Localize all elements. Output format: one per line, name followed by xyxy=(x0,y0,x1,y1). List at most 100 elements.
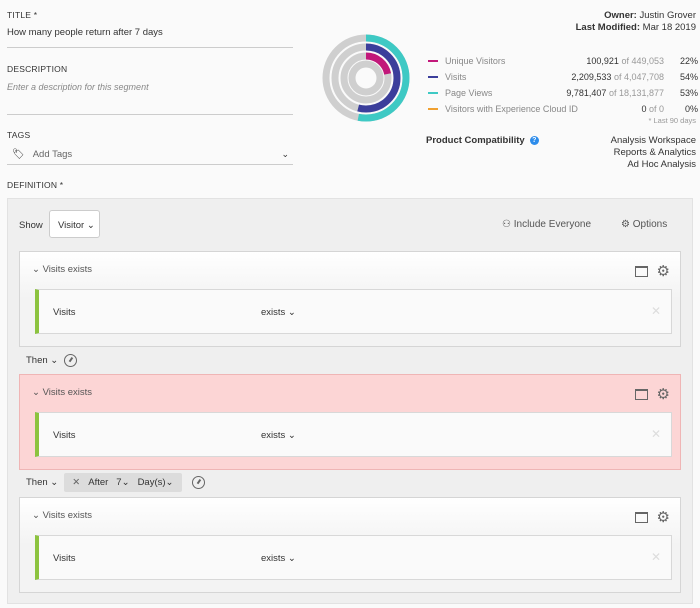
then-label: Then xyxy=(26,355,48,366)
then-label: Then xyxy=(26,477,48,488)
metric-pct: 0% xyxy=(684,104,698,114)
metric-value: 9,781,407 xyxy=(566,88,607,98)
container-icon[interactable] xyxy=(634,388,648,400)
description-label: DESCRIPTION xyxy=(7,64,68,74)
clock-icon[interactable] xyxy=(191,476,205,489)
include-everyone-button[interactable]: ⚇ Include Everyone xyxy=(502,219,591,230)
close-icon[interactable]: ✕ xyxy=(72,477,81,488)
ring-unique-visitors xyxy=(340,52,392,104)
rule-row[interactable]: Visits exists ⌄ ✕ xyxy=(35,535,672,580)
tag-icon: 🏷 xyxy=(12,149,25,160)
metric-value: 2,209,533 xyxy=(571,72,612,82)
remove-icon[interactable]: ✕ xyxy=(650,550,661,564)
remove-icon[interactable]: ✕ xyxy=(650,304,661,318)
description-placeholder: Enter a description for this segment xyxy=(7,82,149,92)
definition-panel: Show Visitor ⌄ ⚇ Include Everyone ⚙ Opti… xyxy=(7,198,693,604)
after-unit: Day(s) xyxy=(137,477,166,488)
container-toggle[interactable]: ⌄ Visits exists xyxy=(32,264,92,275)
metric-name: Unique Visitors xyxy=(445,56,506,66)
operator-value: exists xyxy=(261,430,286,441)
segment-container: ⌄ Visits exists ⚙ Visits exists ⌄ ✕ xyxy=(19,374,681,470)
then-row-1: Then ⌄ xyxy=(26,354,78,367)
container-toggle[interactable]: ⌄ Visits exists xyxy=(32,510,92,521)
container-icon[interactable] xyxy=(634,511,648,523)
compat-list: Analysis Workspace Reports & Analytics A… xyxy=(611,135,696,171)
remove-icon[interactable]: ✕ xyxy=(650,427,661,441)
metric-row: Visits 2,209,533 of 4,047,708 54% xyxy=(428,69,698,85)
metric-pct: 54% xyxy=(679,72,698,82)
chevron-down-icon: ⌄ xyxy=(32,387,40,398)
segment-container: ⌄ Visits exists ⚙ Visits exists ⌄ ✕ xyxy=(19,251,681,347)
container-toggle[interactable]: ⌄ Visits exists xyxy=(32,387,92,398)
show-label: Show xyxy=(19,220,43,231)
metric-name: Visits xyxy=(445,72,467,82)
chevron-down-icon: ⌄ xyxy=(32,510,40,521)
ring-visits xyxy=(331,43,401,113)
ring-page-views xyxy=(322,34,410,122)
after-unit-dropdown[interactable]: Day(s)⌄ xyxy=(137,477,174,488)
include-everyone-label: Include Everyone xyxy=(513,219,592,230)
legend-swatch xyxy=(428,60,438,62)
summary-donut xyxy=(322,34,410,122)
after-value: 7 xyxy=(116,477,122,488)
chevron-down-icon: ⌄ xyxy=(32,264,40,275)
metric-total: of 4,047,708 xyxy=(613,72,664,82)
options-label: Options xyxy=(632,219,668,230)
operator-dropdown[interactable]: exists ⌄ xyxy=(261,553,296,564)
gear-icon[interactable]: ⚙ xyxy=(656,386,670,403)
gear-icon[interactable]: ⚙ xyxy=(656,263,670,280)
metric-row: Unique Visitors 100,921 of 449,053 22% xyxy=(428,53,698,69)
owner-label: Owner: xyxy=(604,10,637,21)
people-icon: ⚇ xyxy=(502,219,511,230)
legend-swatch xyxy=(428,76,438,78)
compat-item: Reports & Analytics xyxy=(613,147,696,158)
operator-dropdown[interactable]: exists ⌄ xyxy=(261,430,296,441)
operator-dropdown[interactable]: exists ⌄ xyxy=(261,307,296,318)
ring-track xyxy=(348,60,384,96)
options-button[interactable]: ⚙ Options xyxy=(621,219,667,230)
chevron-down-icon: ⌄ xyxy=(86,220,95,231)
help-icon[interactable]: ? xyxy=(529,136,539,145)
metric-total: of 449,053 xyxy=(621,56,664,66)
metric-total: of 18,131,877 xyxy=(608,88,664,98)
metric-value: 0 xyxy=(641,104,647,114)
segment-container: ⌄ Visits exists ⚙ Visits exists ⌄ ✕ xyxy=(19,497,681,593)
tags-label: TAGS xyxy=(7,130,31,140)
metric-name: Visitors with Experience Cloud ID xyxy=(445,104,578,114)
operator-value: exists xyxy=(261,553,286,564)
clock-icon[interactable] xyxy=(64,354,78,367)
rule-dimension: Visits xyxy=(53,430,76,441)
title-value: How many people return after 7 days xyxy=(7,27,163,38)
then-dropdown[interactable]: Then ⌄ xyxy=(26,477,59,488)
then-row-2: Then ⌄ ✕ After 7⌄ Day(s)⌄ xyxy=(26,473,205,492)
legend-swatch xyxy=(428,108,438,110)
chevron-down-icon[interactable]: ⌄ xyxy=(281,149,289,159)
gear-icon[interactable]: ⚙ xyxy=(656,509,670,526)
rule-row[interactable]: Visits exists ⌄ ✕ xyxy=(35,412,672,457)
product-compatibility: Product Compatibility ? xyxy=(426,135,539,146)
footnote: * Last 90 days xyxy=(648,116,696,125)
compat-item: Ad Hoc Analysis xyxy=(627,159,696,170)
description-input[interactable]: Enter a description for this segment xyxy=(7,82,293,115)
title-input[interactable]: How many people return after 7 days xyxy=(7,27,293,48)
container-icon[interactable] xyxy=(634,265,648,277)
tags-placeholder: Add Tags xyxy=(32,149,73,160)
metric-pct: 22% xyxy=(679,56,698,66)
modified-label: Last Modified: xyxy=(575,22,641,33)
tags-input[interactable]: 🏷 Add Tags ⌄ xyxy=(7,145,293,165)
time-constraint: ✕ After 7⌄ Day(s)⌄ xyxy=(64,473,182,492)
owner-value: Justin Grover xyxy=(639,10,697,21)
metric-row: Visitors with Experience Cloud ID 0 of 0… xyxy=(428,101,698,117)
metric-value: 100,921 xyxy=(586,56,619,66)
operator-value: exists xyxy=(261,307,286,318)
container-title: Visits exists xyxy=(42,510,93,521)
after-value-dropdown[interactable]: 7⌄ xyxy=(116,477,130,488)
show-value: Visitor xyxy=(58,220,85,231)
show-dropdown[interactable]: Visitor ⌄ xyxy=(49,210,100,238)
rule-row[interactable]: Visits exists ⌄ ✕ xyxy=(35,289,672,334)
then-dropdown[interactable]: Then ⌄ xyxy=(26,355,59,366)
gear-icon: ⚙ xyxy=(621,219,630,230)
container-title: Visits exists xyxy=(42,264,93,275)
rule-dimension: Visits xyxy=(53,553,76,564)
metric-row: Page Views 9,781,407 of 18,131,877 53% xyxy=(428,85,698,101)
